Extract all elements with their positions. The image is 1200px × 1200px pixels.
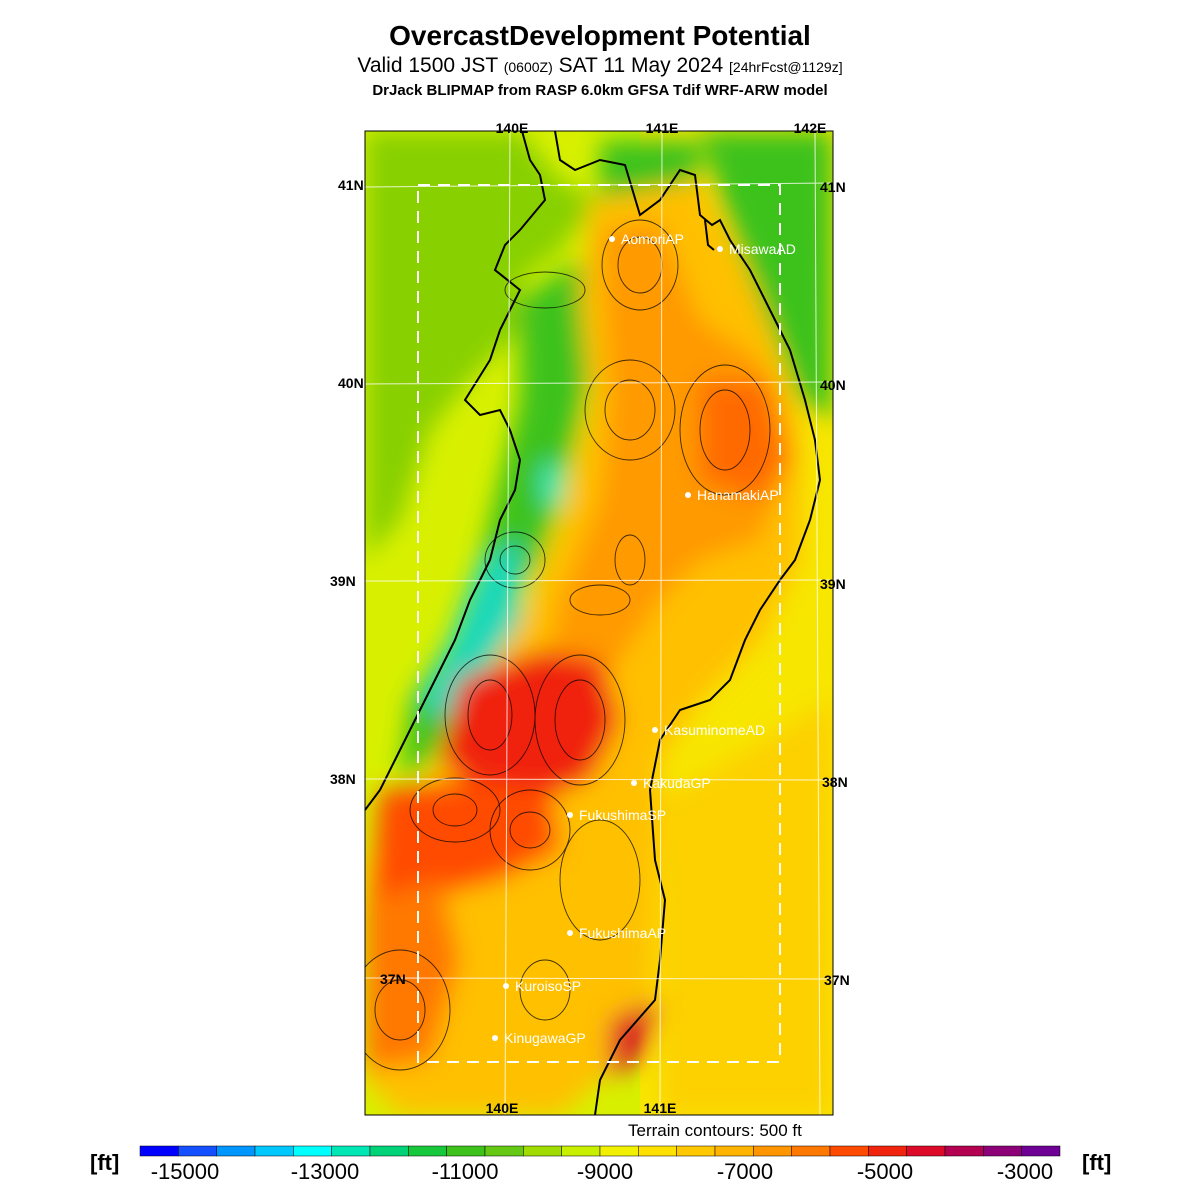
terrain-contours — [365, 219, 771, 1071]
station-label-kasuminome: KasuminomeAD — [664, 722, 765, 738]
lat-label-right-37: 37N — [824, 972, 850, 988]
lon-label-bottom-141: 141E — [644, 1100, 677, 1116]
colorbar-unit-right: [ft] — [1082, 1150, 1112, 1175]
model-description: DrJack BLIPMAP from RASP 6.0km GFSA Tdif… — [372, 82, 828, 99]
colorbar-swatch — [369, 1145, 409, 1157]
colorbar-swatch — [408, 1145, 447, 1157]
lon-label-bottom-140: 140E — [486, 1100, 519, 1116]
station-dot-aomori — [609, 236, 615, 242]
colorbar-swatch — [216, 1145, 256, 1157]
station-label-misawa: MisawaAD — [729, 241, 796, 257]
station-dot-kuroiso — [503, 983, 509, 989]
station-dot-fukushima-sp — [567, 812, 573, 818]
colorbar-swatch — [791, 1145, 831, 1157]
station-dot-hanamaki — [685, 492, 691, 498]
colorbar-swatch — [561, 1145, 601, 1157]
colorbar-swatch — [714, 1145, 754, 1157]
colorbar-label: -9000 — [576, 1159, 634, 1184]
colorbar-swatch — [753, 1145, 792, 1157]
lat-label-right-40: 40N — [820, 377, 846, 393]
station-label-kakuda: KakudaGP — [643, 775, 711, 791]
colorbar-swatch — [1021, 1145, 1061, 1157]
colorbar-swatch — [638, 1145, 677, 1157]
lat-label-left-40: 40N — [338, 375, 364, 391]
colorbar-swatch — [906, 1145, 946, 1157]
colorbar-swatch — [983, 1145, 1022, 1157]
colorbar-label: -15000 — [150, 1159, 220, 1184]
lat-label-left-39: 39N — [330, 573, 356, 589]
colorbar-swatch — [829, 1145, 869, 1157]
colorbar-swatch — [676, 1145, 716, 1157]
lon-label-top-140: 140E — [496, 120, 529, 136]
colorbar-swatch — [178, 1145, 217, 1157]
zulu-time: (0600Z) — [503, 59, 553, 75]
domain-outline — [417, 184, 781, 1063]
lat-label-right-39: 39N — [820, 576, 846, 592]
colorbar-swatch — [944, 1145, 984, 1157]
colorbar-label: -5000 — [856, 1159, 914, 1184]
colorbar-swatch — [139, 1145, 179, 1157]
colorbar-unit-left: [ft] — [90, 1150, 120, 1175]
lon-label-top-142: 142E — [794, 120, 827, 136]
lat-label-right-38: 38N — [822, 774, 848, 790]
colorbar-swatch — [331, 1145, 371, 1157]
colorbar-swatch — [293, 1145, 332, 1157]
station-dot-misawa — [717, 246, 723, 252]
colorbar-label: -11000 — [431, 1159, 499, 1184]
station-dot-kinugawa — [492, 1035, 498, 1041]
station-label-kinugawa: KinugawaGP — [504, 1030, 586, 1046]
colorbar-swatch — [254, 1145, 294, 1157]
colorbar-label: -3000 — [996, 1159, 1054, 1184]
valid-prefix: Valid 1500 JST — [357, 54, 498, 77]
station-label-fukushima-ap: FukushimaAP — [579, 925, 666, 941]
colorbar-swatch — [484, 1145, 524, 1157]
graticule — [365, 131, 833, 1115]
valid-time: Valid 1500 JST (0600Z) SAT 11 May 2024 [… — [0, 54, 1200, 78]
lat-label-left-41: 41N — [338, 177, 364, 193]
station-label-hanamaki: HanamakiAP — [697, 487, 779, 503]
lat-label-left-37: 37N — [380, 971, 406, 987]
forecast-tag: [24hrFcst@1129z] — [729, 59, 843, 75]
map-title: OvercastDevelopment Potential — [389, 20, 811, 51]
lat-label-right-41: 41N — [820, 179, 846, 195]
station-dot-fukushima-ap — [567, 930, 573, 936]
terrain-contour-note: Terrain contours: 500 ft — [628, 1121, 802, 1140]
colorbar — [139, 1145, 1061, 1157]
colorbar-label: -7000 — [716, 1159, 774, 1184]
valid-date: SAT 11 May 2024 — [558, 54, 724, 77]
station-label-aomori: AomoriAP — [621, 231, 684, 247]
station-dot-kakuda — [631, 780, 637, 786]
station-dot-kasuminome — [652, 727, 658, 733]
map-frame — [364, 130, 834, 1116]
station-label-kuroiso: KuroisoSP — [515, 978, 581, 994]
lat-label-left-38: 38N — [330, 771, 356, 787]
colorbar-label: -13000 — [290, 1159, 360, 1184]
station-label-fukushima-sp: FukushimaSP — [579, 807, 666, 823]
lon-label-top-141: 141E — [646, 120, 679, 136]
colorbar-swatch — [446, 1145, 486, 1157]
colorbar-swatch — [868, 1145, 907, 1157]
coastline — [365, 131, 822, 1115]
colorbar-swatch — [599, 1145, 639, 1157]
colorbar-swatch — [523, 1145, 562, 1157]
